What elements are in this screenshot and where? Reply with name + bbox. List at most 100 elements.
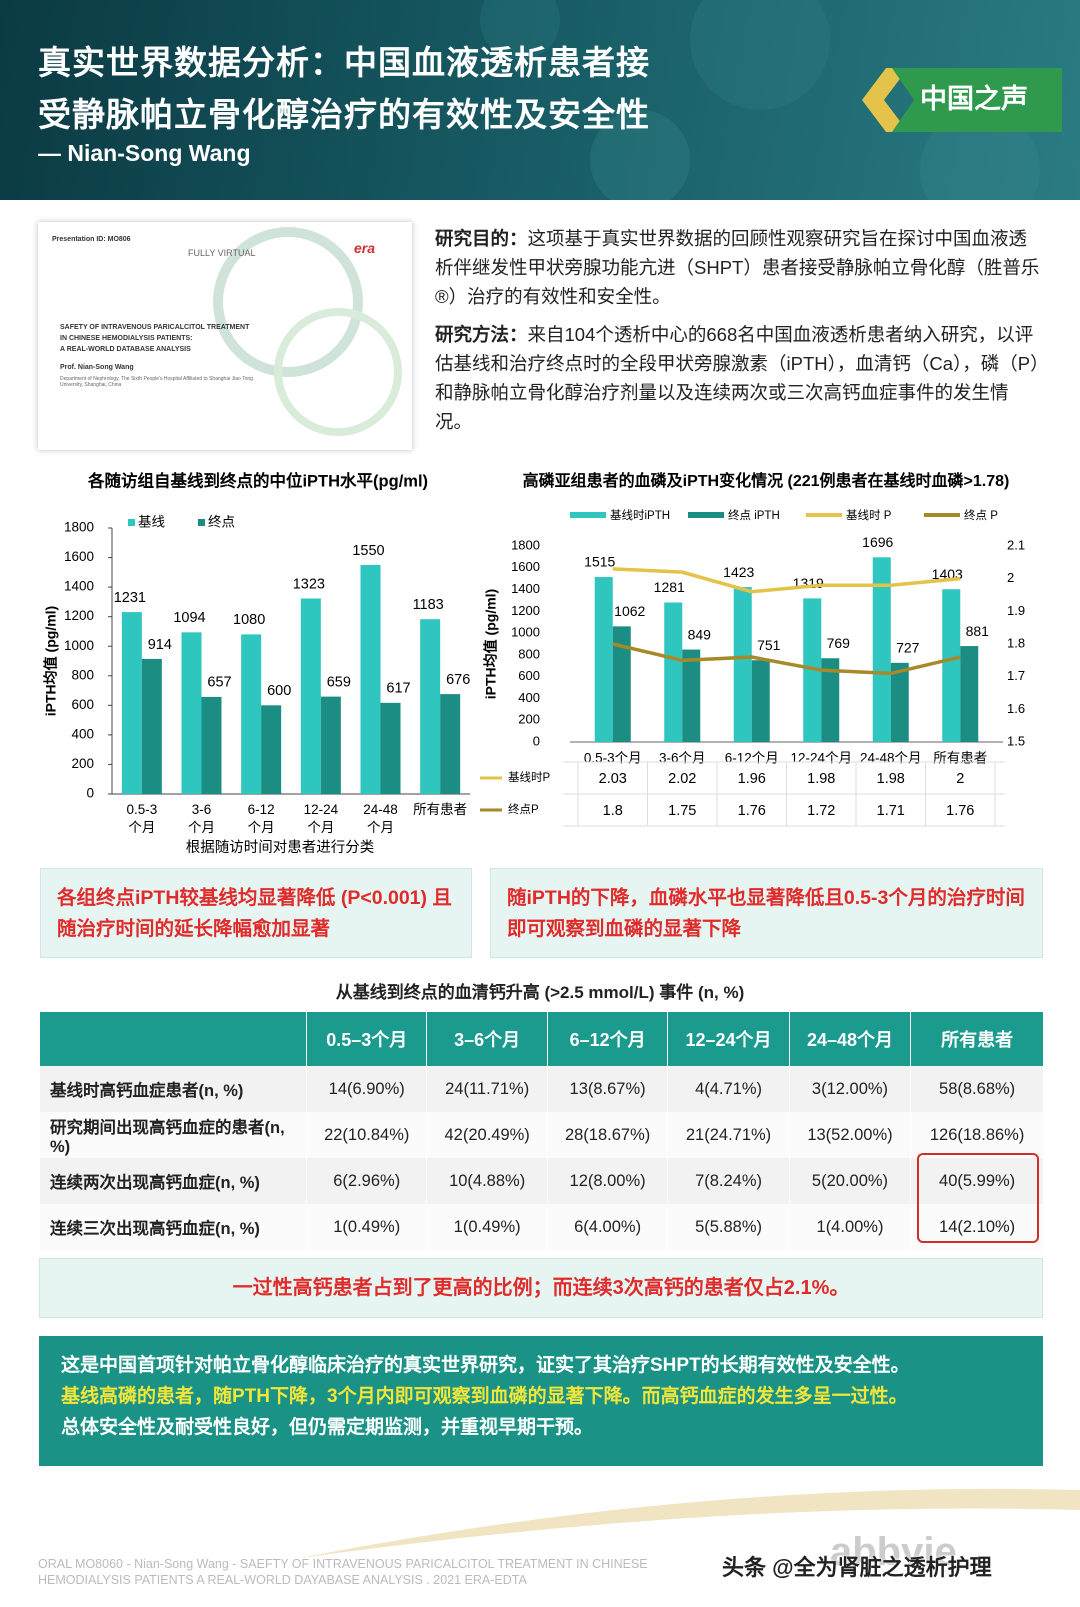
author: — Nian-Song Wang xyxy=(38,140,251,166)
value-label: 849 xyxy=(688,626,712,642)
value-label: 1423 xyxy=(723,564,754,580)
table-value: 1.76 xyxy=(946,803,974,819)
legend-label: 基线 xyxy=(138,514,165,530)
y-tick-label: 1200 xyxy=(64,608,94,623)
y-tick-label: 1000 xyxy=(511,625,540,640)
y-tick-label: 400 xyxy=(518,690,540,705)
y-tick-label: 1800 xyxy=(64,520,94,535)
table-value: 1.72 xyxy=(807,803,835,819)
y-tick-label: 1400 xyxy=(64,579,94,594)
bar xyxy=(612,626,631,742)
table-value: 1.98 xyxy=(807,771,835,787)
slide-id: Presentation ID: MO806 xyxy=(52,236,131,243)
bar xyxy=(960,646,979,742)
table-cell: 1(0.49%) xyxy=(426,1204,548,1250)
y-tick-label: 1000 xyxy=(64,638,94,653)
swoosh xyxy=(300,1488,1080,1558)
table-row: 研究期间出现高钙血症的患者(n, %) 22(10.84%) 42(20.49%) 2… xyxy=(39,1112,1043,1158)
x-tick-label: 12-24个月 xyxy=(790,751,852,766)
callout: 各组终点iPTH较基线均显著降低 (P<0.001) 且随治疗时间的延长降幅愈加… xyxy=(40,868,472,958)
value-label: 751 xyxy=(757,637,781,653)
y-tick-label: 0 xyxy=(86,786,94,801)
table-cell: 12(8.00%) xyxy=(546,1158,668,1204)
value-label: 1550 xyxy=(352,543,384,559)
footer-logo: abbvie xyxy=(830,1530,957,1574)
bar xyxy=(733,587,752,742)
title-line: 真实世界数据分析：中国血液透析患者接 xyxy=(38,44,650,81)
chart-1: 各随访组自基线到终点的中位iPTH水平(pg/ml) iPTH均值 (pg/ml)… xyxy=(43,470,471,856)
bar xyxy=(821,658,840,742)
line xyxy=(612,567,961,594)
y-tick-label: 800 xyxy=(71,667,94,682)
intro-text: 来自104个透析中心的668名中国血液透析患者纳入研究，以评估基线和治疗终点时的… xyxy=(435,324,1040,432)
header-cell: 3–6个月 xyxy=(426,1012,548,1066)
y-tick-label: 1800 xyxy=(511,537,540,552)
row-label: 基线时高钙血症患者(n, %) xyxy=(39,1066,307,1112)
table-row: 基线时高钙血症患者(n, %) 14(6.90%) 24(11.71%) 13(8.6… xyxy=(39,1066,1043,1112)
y-tick-label: 1600 xyxy=(511,559,540,574)
bar xyxy=(201,696,222,794)
bar xyxy=(664,602,683,742)
intro-label: 研究目的： xyxy=(435,228,528,249)
value-label: 1696 xyxy=(862,534,893,550)
legend-label: 终点 xyxy=(208,515,235,530)
conclusion-line: 总体安全性及耐受性良好，但仍需定期监测，并重视早期干预。 xyxy=(61,1417,594,1438)
legend-label: 终点 iPTH xyxy=(728,508,780,522)
table-value: 1.98 xyxy=(877,771,905,787)
intro-text: 这项基于真实世界数据的回顾性观察研究旨在探讨中国血液透析伴继发性甲状旁腺功能亢进… xyxy=(435,228,1040,307)
x-tick-label: 24-48个月 xyxy=(860,751,922,766)
table-row: 连续两次出现高钙血症(n, %) 6(2.96%) 10(4.88%) 12(8.00… xyxy=(39,1158,1043,1204)
bar xyxy=(682,649,701,742)
bar xyxy=(890,662,909,742)
slide-title: SAFETY OF INTRAVENOUS PARICALCITOL TREAT… xyxy=(60,324,250,331)
table-cell: 1(0.49%) xyxy=(305,1204,427,1250)
value-label: 600 xyxy=(267,683,291,699)
table-value: 1.8 xyxy=(603,803,623,819)
y-tick-label: 200 xyxy=(71,756,94,771)
bar xyxy=(594,577,613,742)
legend-swatch xyxy=(688,512,724,518)
chart-title: 高磷亚组患者的血磷及iPTH变化情况 (221例患者在基线时血磷>1.78) xyxy=(523,471,1010,490)
legend-swatch xyxy=(128,519,135,526)
conclusion: 这是中国首项针对帕立骨化醇临床治疗的真实世界研究，证实了其治疗SHPT的长期有效… xyxy=(39,1336,1043,1466)
table-cell: 4(4.71%) xyxy=(667,1066,790,1112)
x-tick-label: 6-12个月 xyxy=(725,751,779,766)
row-label: 连续两次出现高钙血症(n, %) xyxy=(39,1158,307,1204)
table-cell: 21(24.71%) xyxy=(667,1112,790,1158)
bar xyxy=(751,660,770,742)
table-cell: 5(20.00%) xyxy=(788,1158,911,1204)
value-label: 676 xyxy=(446,672,470,688)
header-row: 0.5–3个月 3–6个月 6–12个月 12–24个月 24–48个月 所有患者 xyxy=(39,1012,1043,1066)
x-tick-label: 所有患者 xyxy=(933,751,987,766)
table-value: 2 xyxy=(956,771,964,787)
chart-title: 各随访组自基线到终点的中位iPTH水平(pg/ml) xyxy=(87,470,428,490)
value-label: 1094 xyxy=(173,610,205,626)
x-tick-label: 所有患者 xyxy=(413,802,467,817)
y-tick-label: 1400 xyxy=(511,581,540,596)
table-cell: 5(5.88%) xyxy=(667,1204,790,1250)
value-label: 1062 xyxy=(614,603,645,619)
row-label: 连续三次出现高钙血症(n, %) xyxy=(39,1204,307,1250)
chart-2: 高磷亚组患者的血磷及iPTH变化情况 (221例患者在基线时血磷>1.78) iP… xyxy=(480,471,1025,827)
bar xyxy=(942,589,961,742)
table-note: 一过性高钙患者占到了更高的比例；而连续3次高钙的患者仅占2.1%。 xyxy=(39,1258,1043,1318)
table-cell: 13(52.00%) xyxy=(788,1112,911,1158)
y2-tick-label: 2.1 xyxy=(1007,537,1025,552)
table-value: 2.03 xyxy=(599,771,627,787)
y2-tick-label: 1.5 xyxy=(1007,733,1025,748)
table-value: 1.71 xyxy=(877,803,905,819)
table-cell: 14(6.90%) xyxy=(305,1066,427,1112)
header-decoration xyxy=(480,0,1040,200)
bar xyxy=(320,696,341,794)
row-label: 研究期间出现高钙血症的患者(n, %) xyxy=(39,1112,307,1158)
x-axis-label: 根据随访时间对患者进行分类 xyxy=(186,839,375,856)
header-cell: 24–48个月 xyxy=(788,1012,911,1066)
slide-title: A REAL-WORLD DATABASE ANALYSIS xyxy=(60,346,191,353)
legend-swatch xyxy=(198,519,205,526)
table: 0.5–3个月 3–6个月 6–12个月 12–24个月 24–48个月 所有患者 基线时高… xyxy=(39,1012,1043,1250)
